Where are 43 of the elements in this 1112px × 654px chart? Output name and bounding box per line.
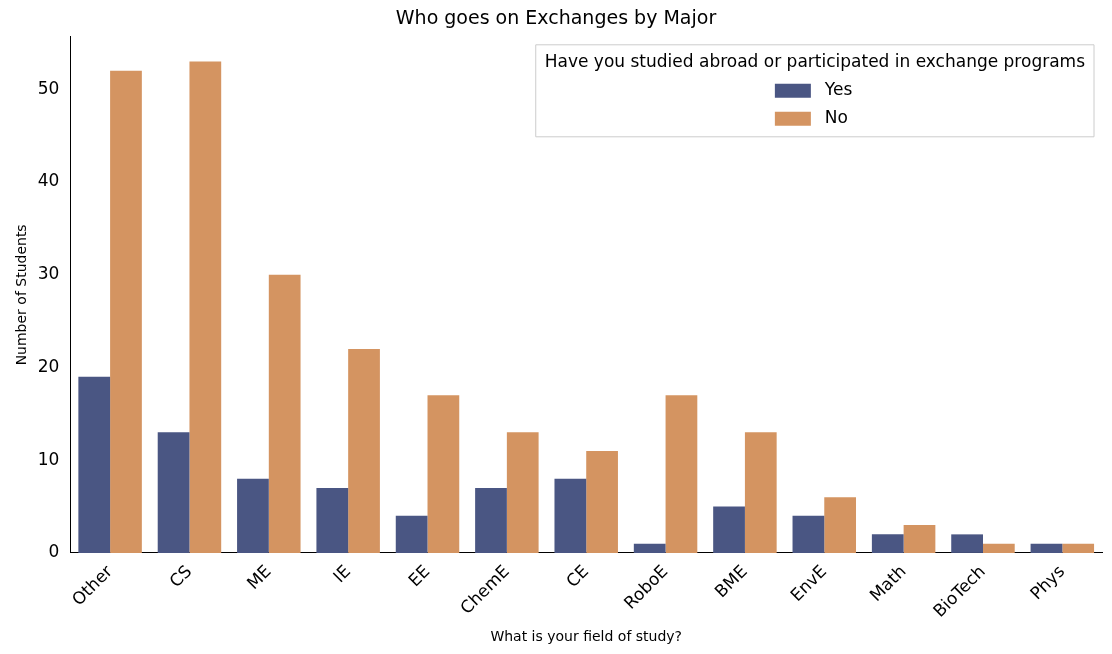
bar — [427, 395, 460, 553]
y-tick-label: 30 — [37, 263, 60, 284]
bar — [110, 70, 142, 553]
bar — [871, 534, 904, 553]
bar — [824, 497, 857, 553]
y-tick-label: 0 — [48, 541, 60, 562]
x-tick-label: IE — [328, 560, 355, 587]
bar — [237, 478, 269, 553]
bar — [316, 487, 349, 553]
y-tick-label: 50 — [37, 77, 60, 98]
bar — [665, 395, 698, 553]
x-tick-label: EE — [404, 560, 434, 591]
bar — [1030, 543, 1063, 553]
x-axis-title: What is your field of study? — [490, 628, 683, 645]
y-tick-label: 40 — [37, 170, 60, 191]
bar — [586, 450, 618, 553]
chart-title: Who goes on Exchanges by Major — [395, 6, 717, 29]
bar — [744, 432, 777, 553]
bar — [157, 432, 190, 553]
x-tick-label: CE — [562, 560, 593, 592]
legend-label: No — [824, 107, 848, 128]
x-tick-label: CS — [165, 560, 196, 592]
bar — [982, 543, 1015, 553]
bar — [348, 348, 380, 553]
bar — [189, 61, 222, 553]
legend-label: Yes — [823, 79, 853, 100]
bar — [475, 487, 507, 553]
x-tick-label: ME — [242, 560, 275, 594]
bar — [903, 525, 936, 553]
y-tick-label: 20 — [37, 355, 60, 376]
y-tick-label: 10 — [37, 448, 60, 469]
bar — [633, 543, 666, 553]
bar — [951, 534, 983, 553]
bar — [713, 506, 745, 553]
bar — [1062, 543, 1095, 553]
legend-title: Have you studied abroad or participated in exchange programs — [544, 51, 1086, 72]
bar — [395, 515, 428, 553]
bar — [268, 274, 301, 553]
bar — [792, 515, 825, 553]
y-axis-title: Number of Students — [13, 224, 30, 366]
bar — [554, 478, 587, 553]
bar — [506, 432, 539, 553]
bar — [78, 376, 111, 553]
